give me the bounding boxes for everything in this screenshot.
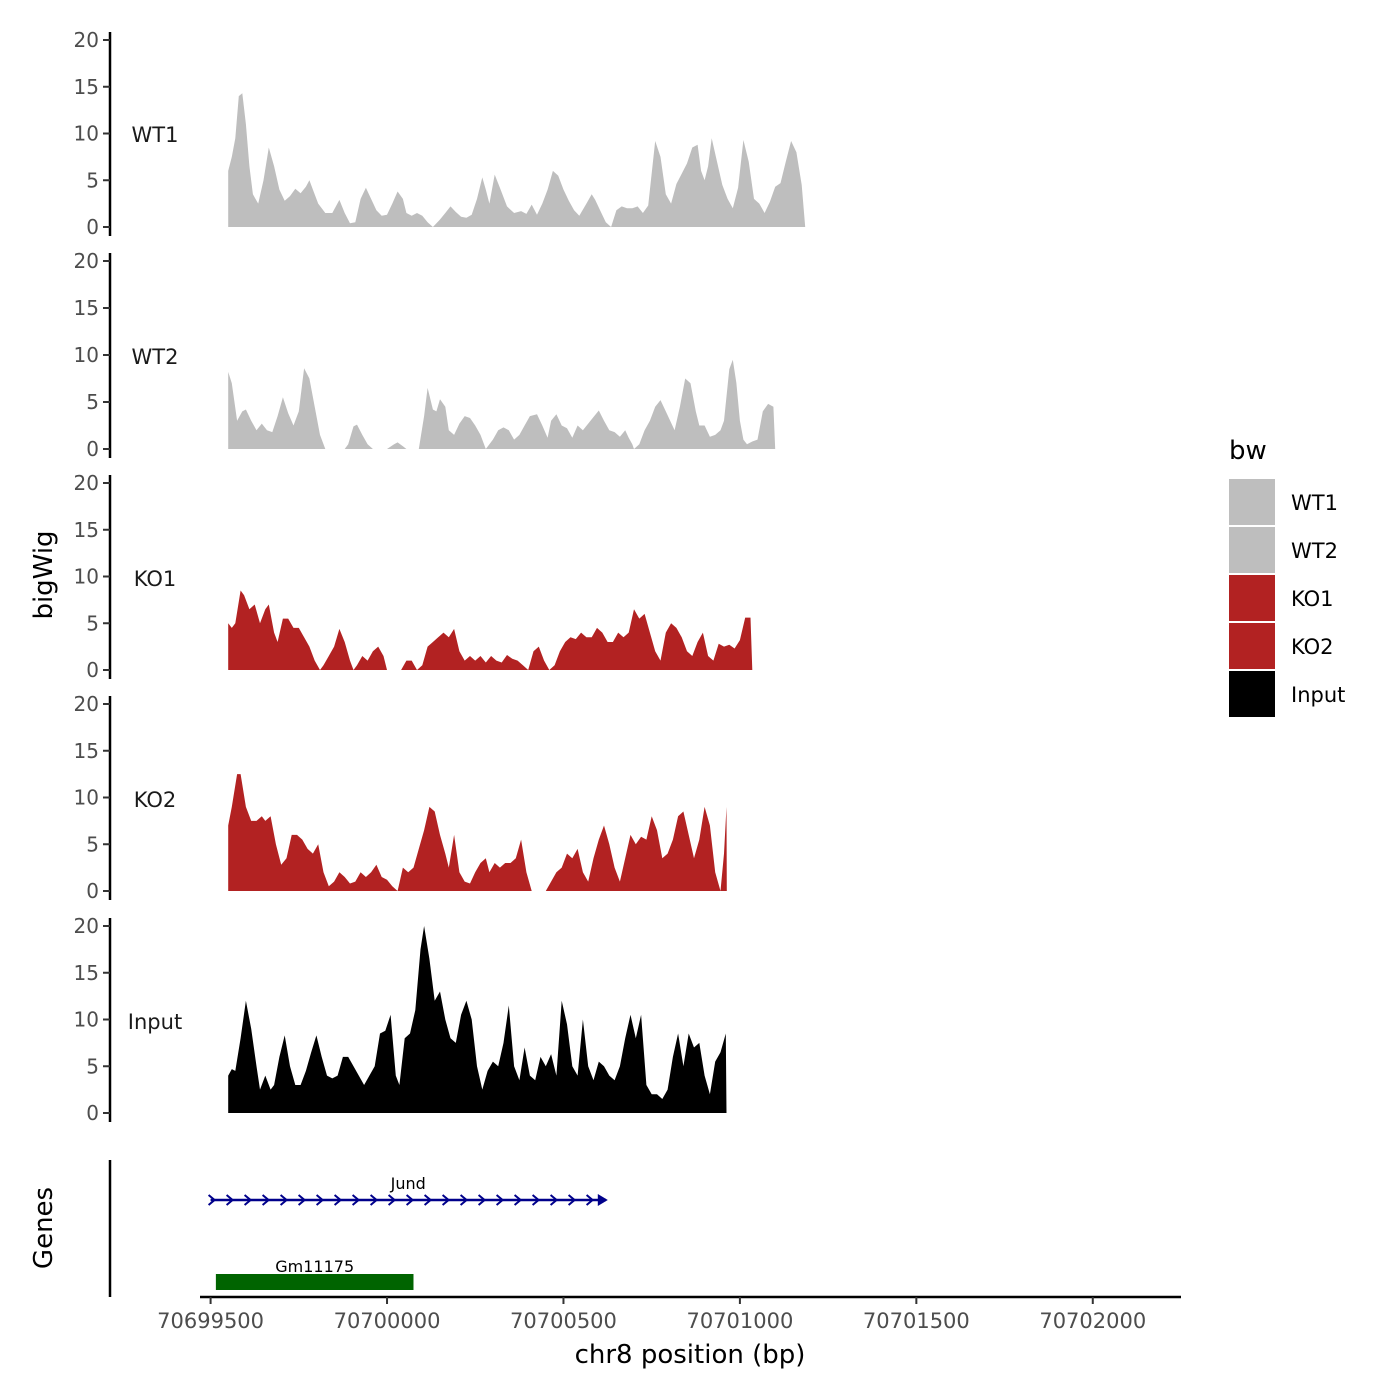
legend-title: bw [1229, 436, 1267, 466]
y-tick-label: 20 [74, 28, 99, 52]
legend-key-input [1229, 671, 1275, 717]
y-tick-label: 5 [86, 832, 99, 856]
strand-chevron [207, 1194, 217, 1206]
track-label: WT1 [132, 123, 179, 147]
tracks-layer: 0 5 10 15 20 WT1 0 5 10 15 20 WT2 0 5 10 15 20 KO1 0 5 10 15 2… [74, 28, 806, 1125]
strand-chevron [351, 1194, 361, 1206]
y-tick-label: 0 [86, 879, 99, 903]
strand-chevron [513, 1194, 523, 1206]
strand-chevron [333, 1194, 343, 1206]
y-tick-label: 20 [74, 914, 99, 938]
strand-chevron [441, 1194, 451, 1206]
y-tick-label: 10 [74, 565, 99, 589]
strand-chevron [549, 1194, 559, 1206]
y-tick-label: 0 [86, 215, 99, 239]
strand-chevron [243, 1194, 253, 1206]
strand-chevron [459, 1194, 469, 1206]
signal-area-wt2 [228, 359, 776, 449]
signal-area-wt1 [228, 93, 806, 227]
y-tick-label: 0 [86, 1101, 99, 1125]
legend-label-input: Input [1291, 683, 1345, 707]
track-label: KO1 [134, 567, 177, 591]
track-wt1: 0 5 10 15 20 WT1 [74, 28, 806, 239]
track-label: Input [128, 1010, 182, 1034]
y-tick-label: 5 [86, 1054, 99, 1078]
y-tick-label: 15 [74, 296, 99, 320]
signal-area-ko2 [228, 774, 727, 891]
y-tick-label: 15 [74, 75, 99, 99]
strand-chevron [369, 1194, 379, 1206]
strand-arrowhead [597, 1194, 608, 1206]
legend-key-ko1 [1229, 575, 1275, 621]
x-axis-title: chr8 position (bp) [575, 1340, 806, 1370]
strand-chevron [315, 1194, 325, 1206]
genes-panel: Jund Gm11175 [108, 1160, 608, 1297]
y-tick-label: 0 [86, 437, 99, 461]
gene-gm11175: Gm11175 [215, 1257, 414, 1290]
y-axis-title: bigWig [29, 530, 59, 619]
track-ko2: 0 5 10 15 20 KO2 [74, 692, 727, 903]
x-tick-label: 70700000 [334, 1309, 441, 1333]
gene-jund: Jund [207, 1174, 608, 1206]
strand-chevron [387, 1194, 397, 1206]
legend-key-wt2 [1229, 527, 1275, 573]
track-label: KO2 [134, 788, 177, 812]
legend-label-wt2: WT2 [1291, 539, 1338, 563]
legend-key-wt1 [1229, 479, 1275, 525]
y-tick-label: 5 [86, 611, 99, 635]
y-tick-label: 10 [74, 1008, 99, 1032]
legend-key-ko2 [1229, 623, 1275, 669]
legend-label-wt1: WT1 [1291, 491, 1338, 515]
track-ko1: 0 5 10 15 20 KO1 [74, 471, 753, 682]
y-tick-label: 10 [74, 122, 99, 146]
y-tick-label: 15 [74, 518, 99, 542]
gene-label: Jund [390, 1174, 426, 1193]
track-input: 0 5 10 15 20 Input [74, 914, 727, 1125]
x-tick-label: 70701000 [686, 1309, 793, 1333]
y-tick-label: 5 [86, 168, 99, 192]
legend-label-ko1: KO1 [1291, 587, 1334, 611]
strand-chevron [225, 1194, 235, 1206]
strand-chevron [477, 1194, 487, 1206]
y-tick-label: 20 [74, 692, 99, 716]
y-tick-label: 20 [74, 249, 99, 273]
y-tick-label: 5 [86, 390, 99, 414]
gene-label: Gm11175 [275, 1257, 354, 1276]
strand-chevron [585, 1194, 595, 1206]
strand-chevron [261, 1194, 271, 1206]
strand-chevron [297, 1194, 307, 1206]
x-tick-label: 70700500 [510, 1309, 617, 1333]
strand-chevron [531, 1194, 541, 1206]
strand-chevron [495, 1194, 505, 1206]
signal-area-input [228, 926, 727, 1113]
y-tick-label: 0 [86, 658, 99, 682]
y-tick-label: 15 [74, 961, 99, 985]
legend: bw WT1 WT2 KO1 KO2 Input [1229, 436, 1345, 717]
y-tick-label: 10 [74, 343, 99, 367]
legend-label-ko2: KO2 [1291, 635, 1334, 659]
gene-exon-box [215, 1274, 414, 1290]
x-tick-label: 70702000 [1039, 1309, 1146, 1333]
strand-chevron [405, 1194, 415, 1206]
strand-chevron [279, 1194, 289, 1206]
x-tick-label: 70699500 [157, 1309, 264, 1333]
track-wt2: 0 5 10 15 20 WT2 [74, 249, 776, 461]
y-tick-label: 10 [74, 786, 99, 810]
genes-axis-title: Genes [29, 1187, 59, 1269]
y-tick-label: 15 [74, 739, 99, 763]
strand-chevron [423, 1194, 433, 1206]
track-label: WT2 [132, 345, 179, 369]
x-axis: 70699500 70700000 70700500 70701000 70701500… [157, 1295, 1181, 1333]
strand-chevron [567, 1194, 577, 1206]
y-tick-label: 20 [74, 471, 99, 495]
x-tick-label: 70701500 [863, 1309, 970, 1333]
signal-area-ko1 [228, 590, 753, 670]
